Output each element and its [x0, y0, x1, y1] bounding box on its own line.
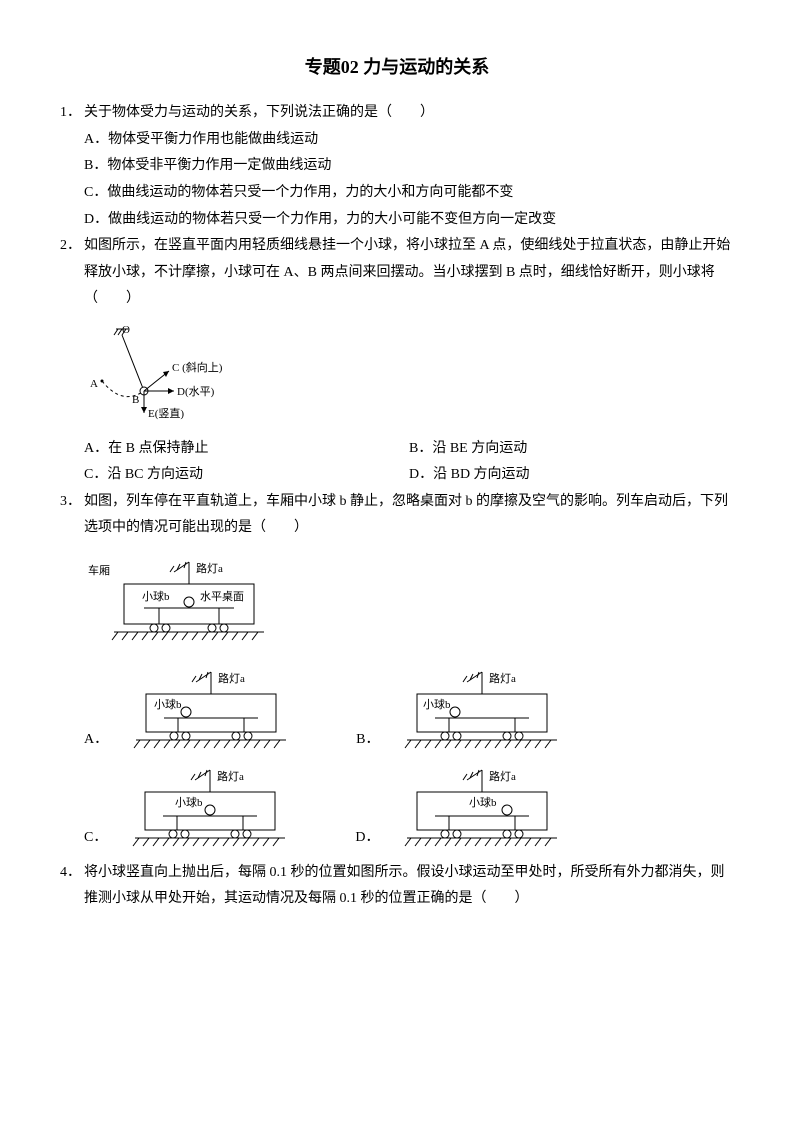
q3-option-a: A． 路灯a 小球b: [84, 664, 296, 754]
q1-option-b: B．物体受非平衡力作用一定做曲线运动: [60, 153, 734, 180]
q3-diagram-top: 车厢 路灯a 小球b 水平桌面: [84, 550, 734, 656]
svg-text:小球b: 小球b: [423, 697, 451, 711]
svg-text:O: O: [122, 324, 130, 336]
svg-text:路灯a: 路灯a: [489, 672, 516, 685]
q2-option-d: D．沿 BD 方向运动: [409, 462, 734, 489]
svg-text:C (斜向上): C (斜向上): [172, 360, 223, 374]
question-2: 2． 如图所示，在竖直平面内用轻质细线悬挂一个小球，将小球拉至 A 点，使细线处…: [60, 233, 734, 313]
q3-option-d: D． 路灯a 小球b: [355, 762, 567, 852]
svg-text:小球b: 小球b: [175, 795, 203, 809]
q2-diagram: O A B C (斜向上) D(水平) E(竖直): [84, 321, 734, 432]
q3-option-c: C． 路灯a 小球b: [84, 762, 295, 852]
svg-text:B: B: [132, 394, 139, 406]
q3-option-b: B． 路灯a 小球b: [356, 664, 567, 754]
question-4: 4． 将小球竖直向上抛出后，每隔 0.1 秒的位置如图所示。假设小球运动至甲处时…: [60, 860, 734, 913]
svg-text:小球b: 小球b: [469, 795, 497, 809]
svg-text:小球b: 小球b: [142, 589, 170, 603]
q3-number: 3．: [60, 489, 84, 542]
q3-stem: 如图，列车停在平直轨道上，车厢中小球 b 静止，忽略桌面对 b 的摩擦及空气的影…: [84, 489, 734, 542]
q1-option-d: D．做曲线运动的物体若只受一个力作用，力的大小可能不变但方向一定改变: [60, 207, 734, 234]
q2-options-row2: C．沿 BC 方向运动 D．沿 BD 方向运动: [60, 462, 734, 489]
q2-option-c: C．沿 BC 方向运动: [84, 462, 409, 489]
q2-options-row1: A．在 B 点保持静止 B．沿 BE 方向运动: [60, 436, 734, 463]
svg-text:车厢: 车厢: [88, 563, 110, 577]
svg-text:E(竖直): E(竖直): [148, 406, 184, 420]
q3-diagrams: 车厢 路灯a 小球b 水平桌面: [84, 550, 734, 852]
q4-number: 4．: [60, 860, 84, 913]
svg-text:D(水平): D(水平): [177, 385, 215, 398]
q2-number: 2．: [60, 233, 84, 313]
q1-number: 1．: [60, 100, 84, 127]
page-title: 专题02 力与运动的关系: [60, 50, 734, 84]
svg-text:路灯a: 路灯a: [489, 770, 516, 783]
q4-stem: 将小球竖直向上抛出后，每隔 0.1 秒的位置如图所示。假设小球运动至甲处时，所受…: [84, 860, 734, 913]
svg-text:A: A: [90, 378, 98, 390]
q1-option-a: A．物体受平衡力作用也能做曲线运动: [60, 127, 734, 154]
svg-text:小球b: 小球b: [154, 697, 182, 711]
svg-text:路灯a: 路灯a: [217, 770, 244, 783]
q2-stem: 如图所示，在竖直平面内用轻质细线悬挂一个小球，将小球拉至 A 点，使细线处于拉直…: [84, 233, 734, 313]
q1-stem: 关于物体受力与运动的关系，下列说法正确的是（ ）: [84, 100, 734, 127]
svg-text:水平桌面: 水平桌面: [200, 590, 244, 603]
question-1: 1． 关于物体受力与运动的关系，下列说法正确的是（ ）: [60, 100, 734, 127]
svg-text:路灯a: 路灯a: [196, 562, 223, 575]
svg-text:路灯a: 路灯a: [218, 672, 245, 685]
q2-option-b: B．沿 BE 方向运动: [409, 436, 734, 463]
q2-option-a: A．在 B 点保持静止: [84, 436, 409, 463]
question-3: 3． 如图，列车停在平直轨道上，车厢中小球 b 静止，忽略桌面对 b 的摩擦及空…: [60, 489, 734, 542]
q1-option-c: C．做曲线运动的物体若只受一个力作用，力的大小和方向可能都不变: [60, 180, 734, 207]
